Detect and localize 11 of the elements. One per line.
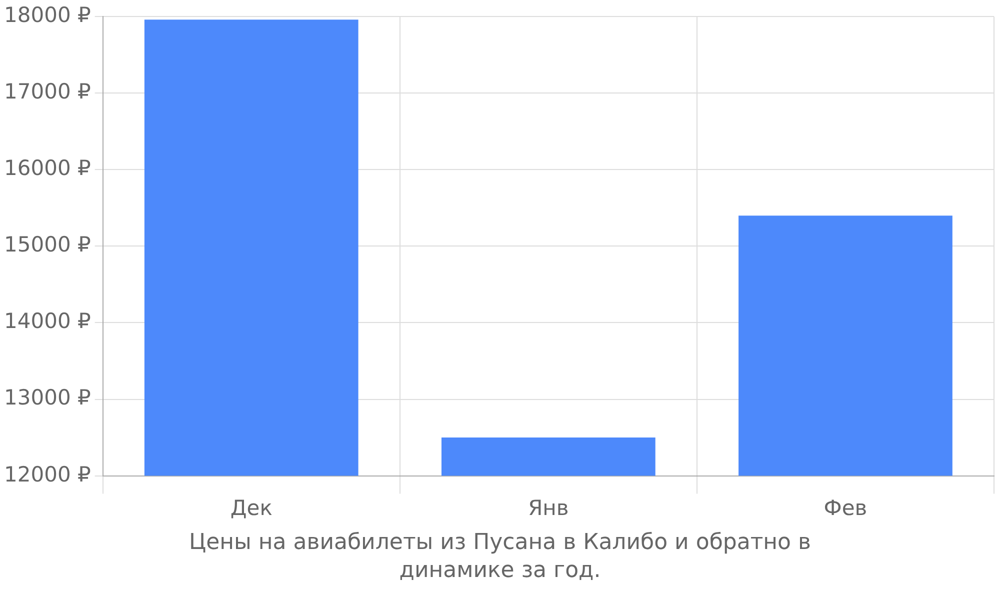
y-tick-label: 14000 ₽ [4, 309, 91, 334]
x-tick-label: Дек [230, 496, 272, 520]
x-tick-label: Фев [824, 496, 868, 520]
y-tick-label: 17000 ₽ [4, 80, 91, 104]
y-tick-label: 12000 ₽ [4, 462, 91, 486]
y-tick-label: 16000 ₽ [4, 156, 91, 180]
x-tick-label: Янв [528, 496, 569, 520]
y-tick-label: 13000 ₽ [4, 386, 91, 410]
y-tick-label: 18000 ₽ [4, 3, 91, 28]
y-tick-label: 15000 ₽ [4, 232, 91, 257]
text: Цены на авиабилеты из Пусана в Калибо и обратно в динамике за год. [188, 529, 812, 585]
